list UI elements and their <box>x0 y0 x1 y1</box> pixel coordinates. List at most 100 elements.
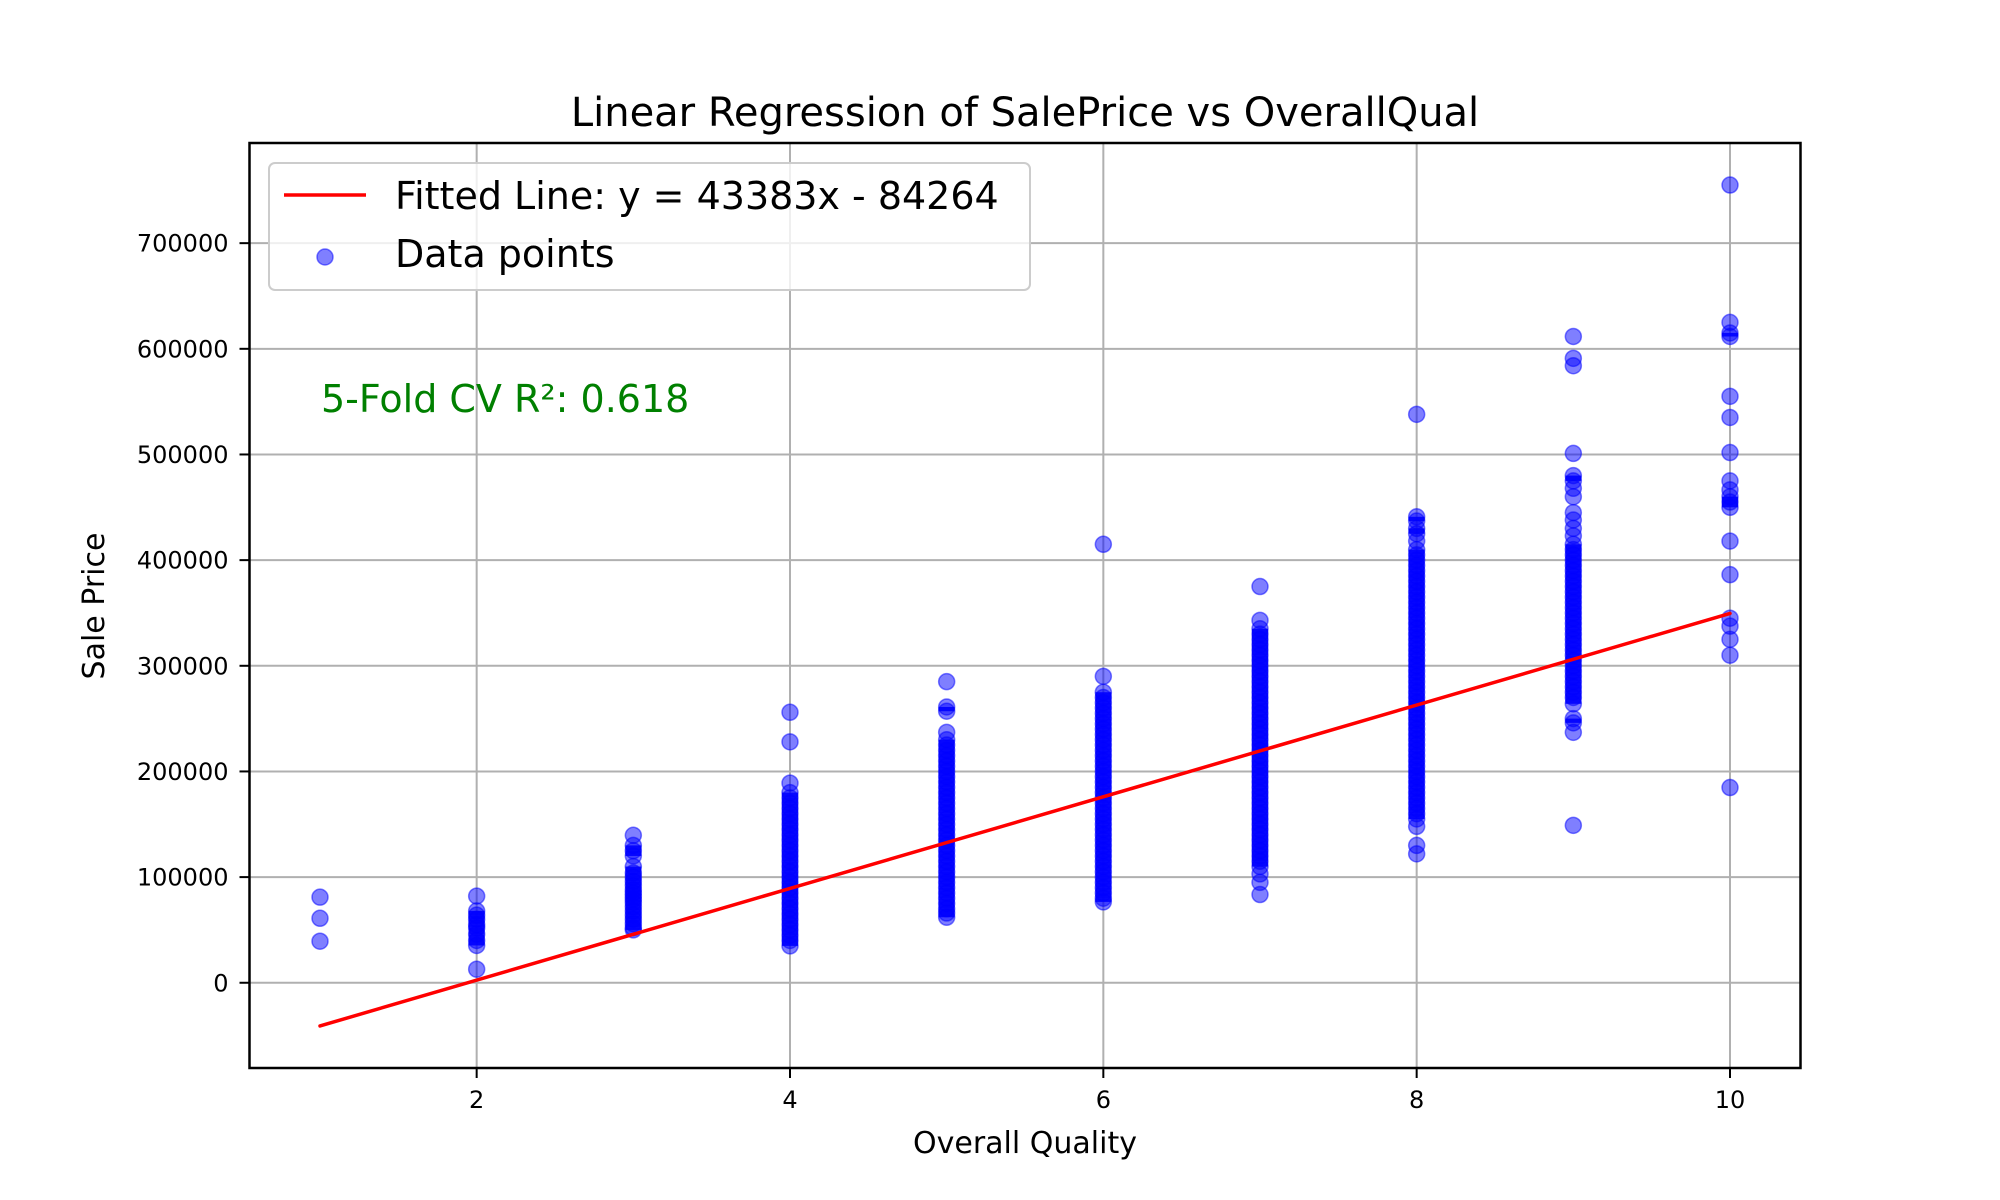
data-point-cluster <box>1252 671 1268 677</box>
data-point <box>1564 327 1583 346</box>
data-point-cluster <box>1408 681 1425 687</box>
data-point <box>467 887 486 905</box>
data-point-cluster <box>625 902 642 907</box>
data-point-cluster <box>1095 871 1112 878</box>
data-point-cluster <box>938 755 955 761</box>
grid-lines <box>249 143 1801 1068</box>
data-point-cluster <box>1252 840 1268 846</box>
x-tick-label: 6 <box>1096 1086 1111 1114</box>
data-point-cluster <box>782 808 798 814</box>
data-point-cluster <box>938 866 955 872</box>
data-point-cluster <box>1565 649 1582 656</box>
data-point-cluster <box>938 803 955 809</box>
data-point-cluster <box>625 881 642 886</box>
data-point-cluster <box>1252 797 1268 804</box>
data-point-cluster <box>1565 591 1582 598</box>
data-point-cluster <box>1408 792 1425 798</box>
data-point <box>1721 387 1739 406</box>
data-point-cluster <box>1252 850 1268 856</box>
data-point-cluster <box>782 877 798 883</box>
data-point <box>311 909 329 928</box>
data-point-cluster <box>1408 655 1425 661</box>
data-point-cluster <box>938 813 955 819</box>
data-point-cluster <box>1095 803 1112 809</box>
data-point-cluster <box>1408 554 1425 561</box>
y-tick-label: 100000 <box>137 864 229 892</box>
data-point-cluster <box>1408 782 1425 788</box>
data-point-cluster <box>1252 782 1268 788</box>
data-point-cluster <box>782 861 798 867</box>
data-point-cluster <box>782 834 798 841</box>
data-point-cluster <box>782 919 798 925</box>
data-point-cluster <box>1252 771 1268 777</box>
data-point <box>1564 444 1583 463</box>
data-point-cluster <box>1565 634 1582 640</box>
data-point-cluster <box>938 760 955 767</box>
data-point-cluster <box>1095 729 1112 735</box>
y-tick-label: 600000 <box>137 335 229 363</box>
data-point-cluster <box>1095 702 1112 709</box>
data-point-cluster <box>1565 554 1582 561</box>
data-point-cluster <box>1252 639 1268 645</box>
data-point-cluster <box>1252 729 1268 735</box>
data-point-cluster <box>1565 618 1582 624</box>
data-point-cluster <box>1408 565 1425 571</box>
data-point-cluster <box>1252 776 1268 783</box>
data-point-cluster <box>1565 718 1582 723</box>
data-point <box>1721 630 1739 649</box>
data-point-cluster <box>1095 760 1112 767</box>
data-point-cluster <box>782 840 798 846</box>
data-point-cluster <box>1252 660 1268 666</box>
x-tick-label: 4 <box>782 1086 797 1114</box>
data-point-cluster <box>938 871 955 878</box>
data-point <box>1407 817 1426 836</box>
data-point-cluster <box>1252 803 1268 809</box>
data-point-cluster <box>1252 718 1268 724</box>
data-point-cluster <box>1408 686 1425 693</box>
data-point-cluster <box>782 898 798 904</box>
data-point-cluster <box>1252 665 1268 672</box>
data-point <box>781 703 799 722</box>
data-point-cluster <box>1408 808 1425 814</box>
data-point-cluster <box>782 845 798 851</box>
data-point-cluster <box>1408 628 1425 635</box>
data-point-cluster <box>938 834 955 841</box>
data-point-cluster <box>1565 628 1582 635</box>
data-point-cluster <box>782 813 798 819</box>
data-point-cluster <box>1408 803 1425 809</box>
data-point-cluster <box>782 903 798 909</box>
data-point-cluster <box>782 887 798 893</box>
data-point-cluster <box>1408 591 1425 598</box>
data-point-cluster <box>1565 671 1582 677</box>
data-point-cluster <box>1722 332 1738 337</box>
data-point-cluster <box>938 861 955 867</box>
data-point-cluster <box>625 923 642 928</box>
data-point <box>1721 176 1739 194</box>
y-tick-label: 300000 <box>137 652 229 680</box>
data-point <box>1564 356 1583 375</box>
data-point-cluster <box>625 892 642 897</box>
data-point-cluster <box>1252 644 1268 650</box>
data-point-cluster <box>782 818 798 825</box>
data-point-cluster <box>625 915 642 920</box>
data-point-cluster <box>782 803 798 809</box>
data-point-cluster <box>1095 766 1112 772</box>
data-point-cluster <box>1408 528 1425 534</box>
data-point-cluster <box>1408 718 1425 724</box>
data-point-cluster <box>1095 866 1112 872</box>
data-point-cluster <box>1565 581 1582 587</box>
data-point-cluster <box>1408 570 1425 576</box>
data-point-cluster <box>625 919 642 924</box>
data-point-cluster <box>468 919 485 925</box>
data-point <box>1094 535 1113 554</box>
data-point-cluster <box>1095 787 1112 793</box>
data-point-cluster <box>625 885 642 890</box>
data-point-cluster <box>1095 697 1112 703</box>
data-point-cluster <box>938 855 955 862</box>
data-point-cluster <box>938 776 955 783</box>
data-point-cluster <box>782 797 798 804</box>
data-point-cluster <box>1252 649 1268 656</box>
data-point-cluster <box>1565 475 1582 481</box>
data-point-cluster <box>1252 750 1268 756</box>
